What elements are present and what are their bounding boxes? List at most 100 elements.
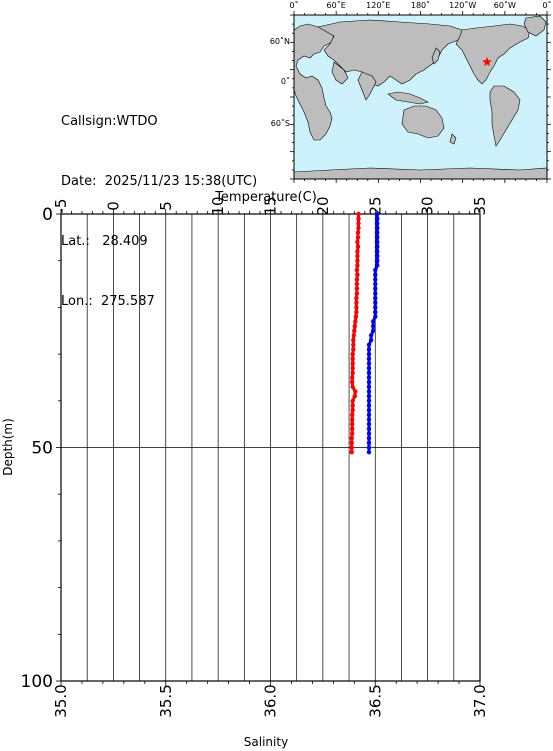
temperature-point bbox=[350, 421, 355, 427]
salinity-point bbox=[368, 337, 374, 343]
salinity-point bbox=[366, 398, 372, 403]
temperature-tick-label: 25 bbox=[366, 196, 384, 215]
temperature-tick-label: 10 bbox=[209, 196, 227, 215]
temperature-point bbox=[350, 407, 355, 413]
salinity-point bbox=[366, 379, 372, 385]
temperature-point bbox=[349, 440, 354, 445]
salinity-point bbox=[375, 239, 380, 245]
salinity-point bbox=[375, 225, 380, 231]
temperature-point bbox=[355, 253, 360, 259]
data-series bbox=[349, 211, 380, 455]
salinity-point bbox=[373, 277, 378, 282]
temperature-point bbox=[353, 389, 358, 394]
salinity-tick-label: 37.0 bbox=[471, 684, 489, 717]
map-longitude-label: 0˚ bbox=[542, 0, 551, 10]
temperature-point bbox=[356, 221, 361, 226]
salinity-point bbox=[366, 403, 372, 408]
temperature-point bbox=[349, 436, 354, 441]
temperature-point bbox=[356, 216, 361, 221]
temperature-point bbox=[350, 426, 355, 431]
temperature-point bbox=[355, 235, 361, 240]
temperature-point bbox=[351, 333, 356, 338]
temperature-point bbox=[355, 263, 360, 268]
salinity-point bbox=[366, 365, 372, 371]
temperature-point bbox=[350, 403, 355, 408]
salinity-point bbox=[366, 356, 372, 361]
salinity-point bbox=[366, 342, 372, 347]
salinity-point bbox=[375, 249, 380, 254]
salinity-point bbox=[375, 258, 380, 263]
salinity-point bbox=[371, 323, 376, 329]
salinity-tick-label: 35.5 bbox=[157, 684, 175, 717]
salinity-point bbox=[373, 295, 378, 301]
land-greenland bbox=[523, 15, 547, 37]
salinity-point bbox=[366, 389, 372, 394]
salinity-point bbox=[366, 450, 372, 455]
temperature-point bbox=[354, 305, 359, 310]
land-south-america bbox=[489, 85, 521, 147]
temperature-point bbox=[356, 211, 361, 217]
temperature-point bbox=[349, 450, 354, 455]
temperature-point bbox=[354, 300, 359, 305]
temperature-point bbox=[354, 267, 360, 273]
salinity-point bbox=[366, 370, 372, 375]
temperature-tick-label: 35 bbox=[471, 196, 489, 215]
map-longitude-label: 60˚E bbox=[327, 0, 346, 10]
temperature-point bbox=[350, 398, 355, 403]
salinity-point bbox=[375, 230, 380, 235]
plot-grid bbox=[61, 214, 480, 681]
salinity-point bbox=[375, 211, 380, 217]
land-indonesia bbox=[387, 91, 429, 105]
salinity-point bbox=[366, 412, 372, 417]
salinity-point bbox=[375, 253, 380, 259]
salinity-point bbox=[366, 445, 372, 450]
map-longitude-label: 60˚W bbox=[494, 0, 516, 10]
salinity-line bbox=[367, 214, 379, 453]
salinity-point bbox=[366, 421, 372, 427]
salinity-point bbox=[373, 300, 378, 305]
temperature-point bbox=[352, 328, 357, 333]
temperature-tick-label: 5 bbox=[157, 201, 175, 211]
temperature-point bbox=[354, 286, 360, 291]
temperature-point bbox=[352, 393, 357, 399]
temperature-point bbox=[355, 249, 360, 254]
salinity-point bbox=[371, 328, 376, 333]
map-longitude-label: 180˚ bbox=[411, 0, 430, 10]
profile-plot: -5 0 5 10 15 20 25 30 35 35.0 35.5 36.0 36.5 37.0 05… bbox=[1, 190, 489, 749]
temperature-tick-labels: -5 0 5 10 15 20 25 30 35 bbox=[52, 196, 489, 215]
salinity-point bbox=[366, 347, 372, 352]
map-longitude-label: 120˚E bbox=[366, 0, 390, 10]
land-japan bbox=[431, 47, 441, 65]
salinity-point bbox=[373, 267, 378, 273]
salinity-point bbox=[371, 319, 376, 324]
temperature-point bbox=[354, 309, 359, 315]
map-left-labels: 60˚N 0˚ 60˚S bbox=[270, 36, 290, 128]
salinity-point bbox=[366, 384, 372, 389]
temperature-point bbox=[350, 351, 355, 357]
salinity-point bbox=[375, 221, 380, 226]
salinity-point bbox=[373, 305, 378, 310]
salinity-point bbox=[366, 417, 372, 422]
temperature-point bbox=[353, 319, 358, 324]
temperature-point bbox=[355, 244, 361, 249]
map-latitude-label: 60˚N bbox=[270, 36, 290, 46]
map-longitude-label: 0˚ bbox=[289, 0, 298, 10]
location-map: 0˚ 60˚E 120˚E 180˚ 120˚W 60˚W 0˚ 60˚N 0˚ 60˚S bbox=[270, 0, 552, 183]
salinity-axis-title: Salinity bbox=[244, 735, 288, 749]
salinity-point bbox=[375, 216, 380, 221]
station-info: Callsign:WTDO Date: 2025/11/23 15:38(UTC… bbox=[61, 72, 257, 332]
location-marker bbox=[482, 57, 492, 66]
temperature-tick-label: -5 bbox=[52, 199, 70, 214]
depth-tick-labels: 0 50 100 bbox=[21, 205, 53, 692]
temperature-tick-label: 0 bbox=[104, 201, 122, 211]
salinity-point bbox=[375, 263, 380, 268]
temperature-point bbox=[351, 342, 356, 347]
temperature-point bbox=[356, 225, 361, 231]
map-land bbox=[293, 15, 548, 180]
salinity-tick-label: 36.5 bbox=[366, 684, 384, 717]
salinity-point bbox=[366, 426, 372, 431]
temperature-point bbox=[350, 361, 355, 366]
callsign-text: Callsign:WTDO bbox=[61, 114, 158, 129]
salinity-tick-label: 35.0 bbox=[52, 684, 70, 717]
